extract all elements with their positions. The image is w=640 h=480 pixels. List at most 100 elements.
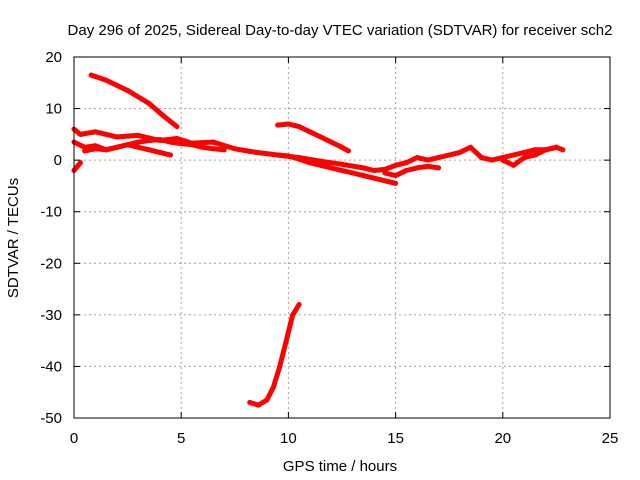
data-point [339,161,345,167]
data-point [371,175,377,181]
axis-ticks: 0 5 10 15 20 25 20 10 0 -10 -20 -30 -40 -50 [40,49,618,447]
data-point [114,134,120,140]
data-point [296,302,302,307]
data-point [393,162,399,168]
data-point [371,168,377,173]
data-point [92,129,98,135]
data-point [446,152,452,158]
data-point [307,129,313,135]
data-point [146,138,152,143]
data-point [277,363,283,369]
plot-frame [73,56,611,419]
data-point [210,146,216,152]
data-point [457,149,463,155]
data-point [532,152,538,158]
data-point [270,384,276,390]
y-tick-label: -50 [40,410,62,427]
data-point [157,137,163,142]
data-series [71,72,566,408]
data-point [161,113,167,119]
data-point [88,72,94,78]
data-point [125,88,131,93]
data-point [543,147,549,153]
chart-title: Day 296 of 2025, Sidereal Day-to-day VTE… [68,22,613,39]
data-point [200,144,206,150]
data-point [77,131,83,137]
data-point [393,173,399,179]
data-point [103,147,109,153]
data-point [436,155,441,161]
data-point [382,166,388,172]
data-point [489,157,495,163]
data-point [425,163,431,169]
data-point [500,157,506,163]
x-tick-label: 15 [387,430,404,447]
data-point [210,139,216,145]
data-point [82,148,88,154]
data-point [339,168,345,173]
y-tick-label: 10 [45,101,62,118]
data-point [328,139,334,145]
data-point [157,149,163,155]
y-tick-label: 0 [54,152,62,169]
data-point [221,147,227,153]
data-point [425,157,431,163]
y-tick-label: 20 [45,49,62,66]
data-point [521,155,527,161]
data-point [290,312,296,318]
x-axis-label: GPS time / hours [283,458,397,475]
data-point [255,402,261,408]
data-point [521,149,527,155]
data-point [296,124,302,130]
data-point [296,156,302,162]
data-point [403,168,409,173]
data-point [92,146,98,152]
data-point [77,160,83,166]
data-point [168,139,173,145]
x-tick-label: 0 [70,430,78,447]
data-point [283,338,289,344]
data-point [318,134,324,140]
y-axis-label: SDTVAR / TECUs [5,178,22,298]
x-tick-label: 10 [280,430,297,447]
data-point [146,147,152,153]
data-point [168,152,173,158]
data-point [275,152,281,158]
data-point [532,147,538,153]
data-point [285,121,291,127]
data-point [275,122,281,128]
data-point [114,144,120,150]
data-point [174,124,180,130]
data-point [560,147,566,153]
data-point [178,141,184,147]
x-tick-label: 5 [177,430,185,447]
data-point [360,173,366,179]
x-tick-label: 20 [494,430,511,447]
y-tick-label: -10 [40,204,62,221]
data-point [318,162,324,168]
data-point [174,136,180,141]
data-point [478,155,484,161]
data-point [103,77,109,83]
data-point [553,144,559,150]
data-point [360,165,366,171]
data-point [328,165,334,171]
series-line-arc-7 [88,72,180,130]
data-point [247,400,253,405]
data-point [393,180,399,186]
data-point [511,152,516,158]
data-point [382,170,388,176]
data-point [414,165,420,171]
data-point [135,144,141,150]
data-point [414,155,420,161]
data-point [285,153,291,159]
data-point [264,397,270,403]
y-tick-label: -40 [40,358,62,375]
data-point [189,142,195,148]
data-point [436,165,441,171]
data-point [135,139,141,145]
data-point [307,160,313,166]
data-point [511,162,516,168]
